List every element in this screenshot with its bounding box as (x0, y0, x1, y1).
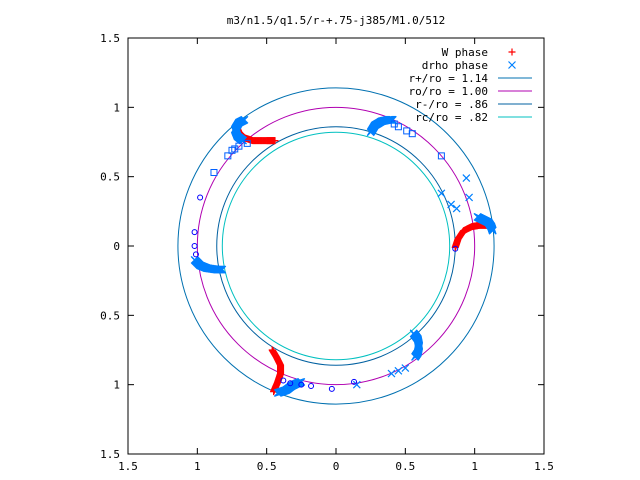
data-point (191, 243, 198, 249)
data-point (437, 189, 446, 198)
chart-title: m3/n1.5/q1.5/r-+.75-j385/M1.0/512 (227, 14, 446, 27)
data-point (408, 130, 416, 138)
data-point (437, 152, 445, 160)
axis-ticks: 1.5 1 0.5 0 0.5 1 1.51.510.500.511.5 (100, 32, 554, 473)
data-point (280, 377, 287, 384)
data-point (224, 152, 232, 160)
legend-label: r+/ro = 1.14 (409, 72, 489, 85)
data-point (191, 229, 198, 236)
data-point (401, 364, 410, 372)
data-marks (190, 115, 497, 397)
data-point (235, 142, 243, 150)
data-point (462, 174, 471, 182)
reference-circle (221, 131, 451, 361)
data-point (287, 380, 294, 387)
data-point (308, 383, 315, 390)
x-tick-label: 1.5 (534, 460, 554, 473)
y-tick-label: 1.5 (100, 448, 120, 461)
data-point (352, 380, 361, 389)
reference-circles (177, 87, 495, 405)
data-point (210, 169, 218, 177)
data-point (298, 381, 305, 388)
data-point (394, 123, 402, 131)
data-point (328, 385, 335, 392)
data-point (218, 265, 227, 274)
x-tick-label: 0 (333, 460, 340, 473)
data-point (394, 366, 403, 375)
legend-label: W phase (442, 46, 488, 59)
data-point (388, 115, 397, 124)
legend-swatch (508, 48, 516, 56)
data-point (447, 200, 456, 209)
legend-label: r-/ro = .86 (415, 98, 488, 111)
x-tick-label: 1.5 (118, 460, 138, 473)
x-tick-label: 0.5 (395, 460, 415, 473)
data-point (192, 251, 199, 258)
x-tick-label: 1 (194, 460, 201, 473)
data-point (271, 137, 279, 145)
legend-label: rc/ro = .82 (415, 111, 488, 124)
x-tick-label: 0.5 (257, 460, 277, 473)
data-point (197, 194, 204, 201)
data-point (452, 245, 459, 252)
legend-label: ro/ro = 1.00 (409, 85, 488, 98)
y-tick-label: 1.5 (100, 32, 120, 45)
data-point (243, 139, 251, 147)
x-tick-label: 1 (471, 460, 478, 473)
data-point (411, 353, 419, 361)
data-point (351, 378, 358, 385)
y-tick-label: 1 (113, 379, 120, 392)
y-tick-label: 0.5 (100, 309, 120, 322)
y-tick-label: 0 (113, 240, 120, 253)
reference-circle (216, 126, 456, 366)
data-point (465, 193, 474, 202)
legend-swatch (508, 61, 516, 69)
data-point (452, 204, 461, 213)
data-point (488, 226, 497, 235)
y-tick-label: 1 (113, 101, 120, 114)
data-point (387, 369, 396, 378)
data-point (240, 115, 249, 124)
legend-label: drho phase (422, 59, 488, 72)
reference-circle (177, 87, 495, 405)
y-tick-label: 0.5 (100, 171, 120, 184)
